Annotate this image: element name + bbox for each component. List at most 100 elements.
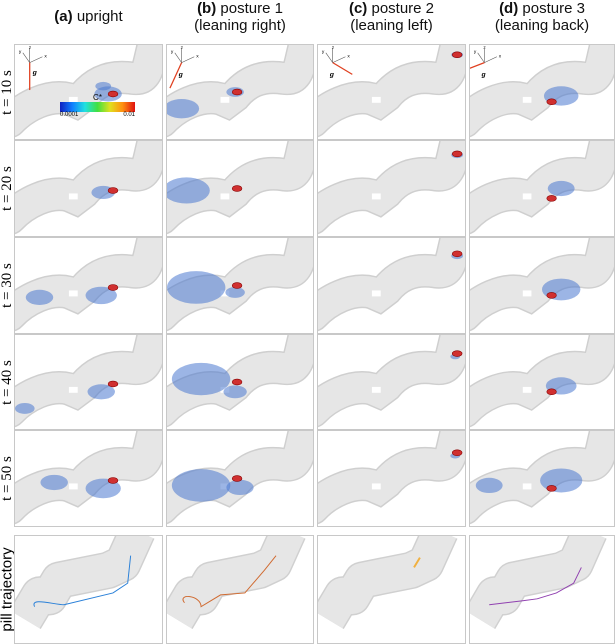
gravity-label: g	[178, 71, 184, 78]
panel-subtitle: (leaning back)	[494, 17, 590, 34]
axis-triad-icon: x z y g	[19, 46, 47, 91]
pill	[231, 88, 243, 96]
pill	[546, 292, 557, 299]
drug-cloud	[171, 362, 231, 396]
pill	[451, 51, 463, 59]
drug-cloud	[171, 469, 231, 502]
drug-cloud	[167, 271, 226, 304]
pill-trajectory-line	[413, 557, 421, 568]
row-label: t = 20 s	[0, 140, 15, 237]
pill	[107, 187, 119, 194]
concentration-panel	[166, 430, 314, 527]
axis-y-label: y	[474, 50, 477, 55]
colorbar-gradient	[60, 102, 135, 112]
gravity-arrow-icon	[332, 62, 353, 75]
concentration-panel	[14, 430, 163, 527]
concentration-panel	[317, 430, 466, 527]
concentration-panel	[317, 237, 466, 334]
drug-cloud	[547, 180, 575, 197]
drug-cloud	[225, 286, 245, 298]
axis-x-label: x	[499, 55, 502, 60]
concentration-panel	[14, 140, 163, 237]
pill	[107, 90, 119, 98]
axis-x-label: x	[347, 55, 350, 60]
concentration-panel	[469, 334, 615, 430]
pill	[231, 282, 243, 289]
axis-y-label: y	[322, 50, 325, 55]
pill	[107, 477, 119, 484]
concentration-panel: x z y g	[317, 44, 466, 140]
row-label: t = 30 s	[0, 237, 15, 334]
column-header-1: (b) posture 1 (leaning right)	[162, 0, 318, 44]
colorbar-legend: C* 0.0001 0.01	[60, 93, 135, 118]
panel-tag: (a)	[54, 8, 73, 25]
concentration-panel: x z y g	[469, 44, 615, 140]
panel-subtitle: (leaning left)	[350, 17, 433, 34]
pill	[107, 380, 119, 388]
pill	[231, 378, 243, 386]
axis-y-label: y	[171, 50, 174, 55]
drug-cloud	[40, 474, 68, 491]
concentration-panel	[14, 334, 163, 430]
drug-cloud	[95, 81, 112, 91]
drug-cloud	[475, 477, 503, 494]
pill	[451, 449, 463, 457]
panel-subtitle: (leaning right)	[194, 17, 286, 34]
pill	[451, 150, 463, 158]
row-label: t = 50 s	[0, 430, 15, 527]
drug-cloud	[226, 479, 254, 496]
colorbar-min: 0.0001	[60, 112, 79, 118]
axis-y-label: y	[19, 50, 22, 55]
axis-triad-icon: x z y g	[169, 46, 199, 89]
panel-tag: (b)	[197, 0, 217, 17]
pill	[546, 195, 557, 202]
pill	[451, 350, 463, 357]
gravity-label: g	[481, 71, 487, 78]
column-header-2: (c) posture 2 (leaning left)	[313, 0, 470, 44]
concentration-panel	[469, 140, 615, 237]
row-label: t = 10 s	[0, 44, 15, 140]
panel-tag: (c)	[348, 0, 368, 17]
axis-x-label: x	[44, 55, 47, 60]
pill	[451, 250, 463, 258]
column-header-0: (a) upright	[10, 0, 167, 44]
axis-z-label: z	[332, 46, 335, 51]
gravity-label: g	[32, 69, 38, 76]
pill	[231, 185, 243, 192]
axis-triad-icon: x z y g	[322, 46, 353, 78]
row-label: t = 40 s	[0, 334, 15, 430]
panel-title: posture 3	[522, 0, 585, 17]
axis-z-label: z	[29, 46, 32, 51]
concentration-panel: x z y g C* 0.0001 0.01	[14, 44, 163, 140]
drug-cloud	[25, 289, 54, 305]
concentration-panel	[166, 334, 314, 430]
axis-z-label: z	[181, 46, 184, 51]
trajectory-panel	[14, 535, 163, 644]
drug-cloud	[540, 468, 583, 493]
concentration-panel: x z y g	[166, 44, 314, 140]
pill	[231, 475, 243, 482]
drug-cloud	[223, 385, 247, 399]
trajectory-panel	[469, 535, 615, 644]
pill	[546, 388, 557, 396]
concentration-panel	[317, 140, 466, 237]
pill-trajectory-line	[182, 555, 277, 608]
colorbar-max: 0.01	[123, 112, 135, 118]
concentration-panel	[166, 140, 314, 237]
gravity-label: g	[329, 71, 335, 78]
drug-cloud	[167, 98, 200, 119]
pill	[546, 98, 557, 106]
concentration-panel	[469, 430, 615, 527]
column-header-3: (d) posture 3 (leaning back)	[465, 0, 615, 44]
pill-trajectory-line	[33, 555, 132, 607]
gravity-arrow-icon	[169, 62, 183, 89]
colorbar-label: C*	[93, 93, 102, 102]
panel-tag: (d)	[499, 0, 519, 17]
drug-cloud	[15, 403, 35, 414]
concentration-panel	[166, 237, 314, 334]
drug-cloud	[167, 177, 210, 204]
trajectory-panel	[317, 535, 466, 644]
concentration-panel	[469, 237, 615, 334]
pill	[107, 284, 119, 291]
pill	[546, 485, 557, 492]
